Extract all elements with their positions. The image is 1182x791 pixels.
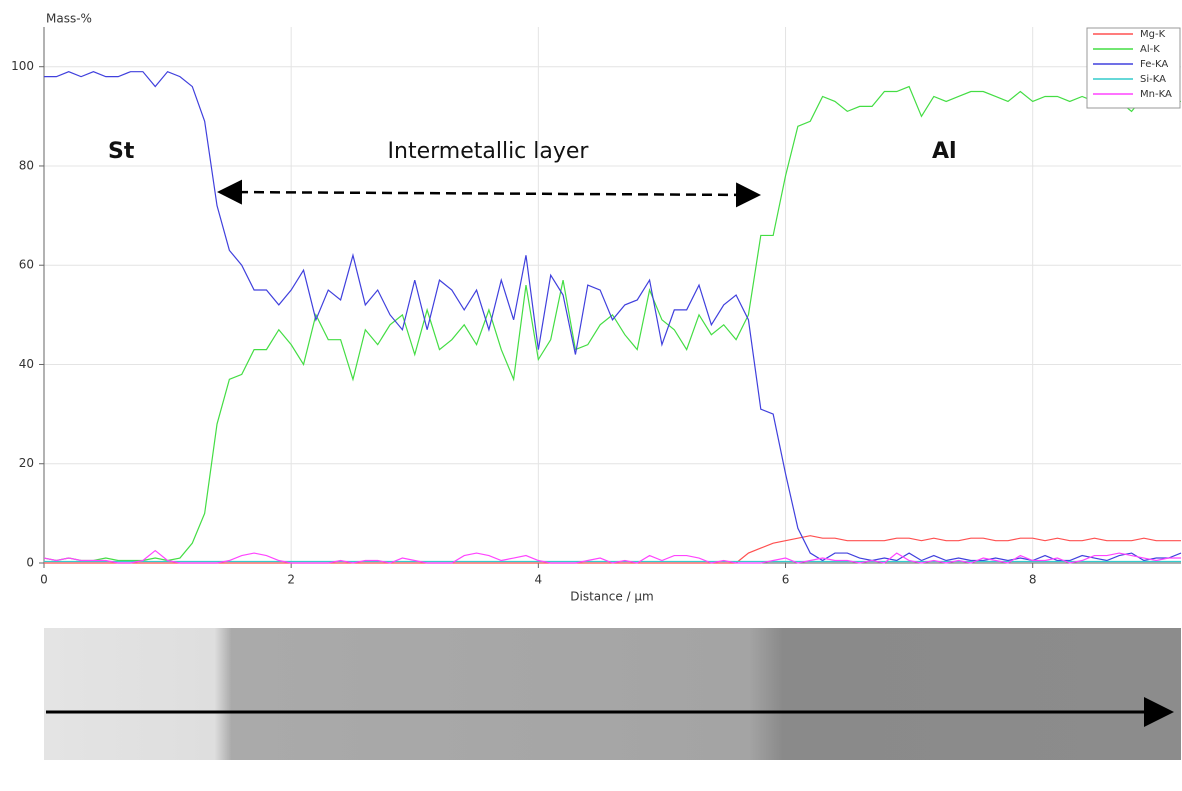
y-axis-label: Mass-% bbox=[46, 12, 92, 26]
y-tick-label: 40 bbox=[19, 357, 34, 371]
y-tick-label: 100 bbox=[11, 59, 34, 73]
y-tick-label: 60 bbox=[19, 258, 34, 272]
annotation: St bbox=[108, 139, 135, 164]
x-tick-label: 0 bbox=[40, 573, 48, 587]
layer-arrow bbox=[222, 192, 756, 195]
page: {"chart_data": {"type": "line", "y_label… bbox=[0, 0, 1182, 787]
legend-label: Al-K bbox=[1140, 44, 1160, 55]
x-axis-label: Distance / µm bbox=[570, 590, 653, 604]
series-line bbox=[44, 87, 1181, 561]
chart: 0 20 40 60 80 100 0 2 4 6 8 Mass-% Distance / µm S… bbox=[0, 0, 1182, 787]
series-line bbox=[44, 536, 1181, 563]
legend-label: Si-KA bbox=[1140, 74, 1166, 85]
legend-label: Fe-KA bbox=[1140, 59, 1168, 70]
x-tick-label: 4 bbox=[535, 573, 543, 587]
x-tick-label: 8 bbox=[1029, 573, 1037, 587]
legend-label: Mg-K bbox=[1140, 29, 1166, 40]
annotation: Al bbox=[932, 139, 957, 164]
sem-image bbox=[44, 628, 1181, 760]
y-tick-label: 80 bbox=[19, 158, 34, 172]
annotation: Intermetallic layer bbox=[388, 139, 590, 164]
x-tick-label: 6 bbox=[782, 573, 790, 587]
legend-label: Mn-KA bbox=[1140, 89, 1172, 100]
series-line bbox=[44, 72, 1181, 561]
x-tick-label: 2 bbox=[287, 573, 295, 587]
y-tick-label: 20 bbox=[19, 456, 34, 470]
y-tick-label: 0 bbox=[26, 556, 34, 570]
